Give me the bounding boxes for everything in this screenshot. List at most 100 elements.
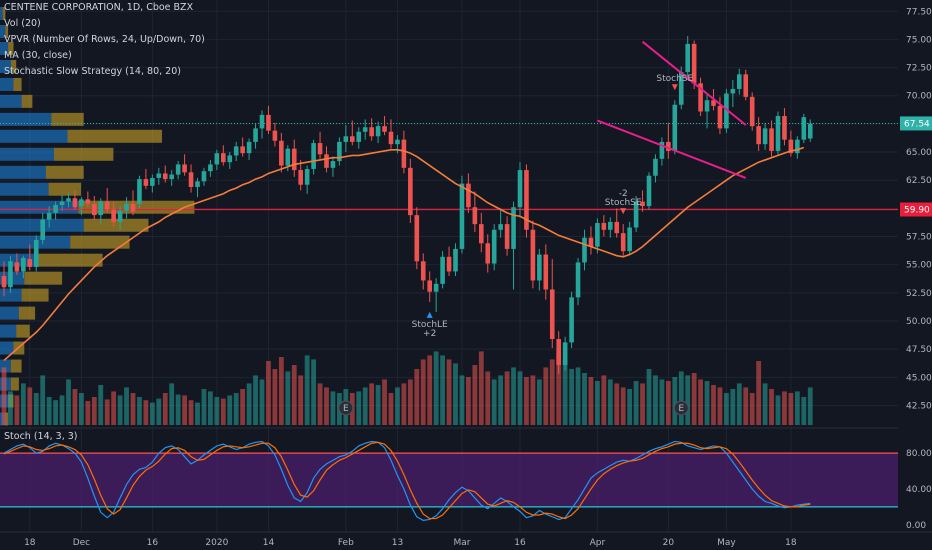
candle-body-1 bbox=[8, 261, 13, 288]
time-tick-10: 20 bbox=[663, 538, 675, 548]
vpvr-down-bar-7 bbox=[21, 288, 49, 302]
time-tick-0: 18 bbox=[24, 538, 36, 548]
candle-body-54 bbox=[350, 136, 355, 142]
vpvr-up-bar-17 bbox=[0, 112, 52, 126]
vpvr-up-bar-12 bbox=[0, 200, 79, 214]
volume-bar-98 bbox=[633, 381, 639, 425]
volume-bar-66 bbox=[427, 355, 433, 425]
volume-bar-92 bbox=[595, 381, 600, 425]
time-tick-6: 13 bbox=[392, 538, 403, 548]
candle-body-47 bbox=[304, 168, 310, 185]
support-tag-bg bbox=[900, 202, 932, 217]
candle-body-57 bbox=[369, 127, 374, 137]
candle-body-79 bbox=[511, 207, 516, 249]
candle-body-100 bbox=[646, 175, 652, 207]
trendlines[interactable] bbox=[597, 40, 747, 179]
volume-bar-28 bbox=[182, 395, 187, 425]
stochastic-pane[interactable] bbox=[0, 427, 932, 521]
candle-body-35 bbox=[227, 155, 233, 163]
candle-body-2 bbox=[14, 262, 20, 272]
stoch-band bbox=[0, 453, 898, 507]
candle-body-106 bbox=[685, 43, 690, 73]
volume-bar-80 bbox=[517, 371, 523, 425]
candle-body-83 bbox=[537, 254, 542, 281]
candle-body-81 bbox=[524, 170, 529, 230]
candle-body-115 bbox=[743, 74, 749, 97]
candle-body-104 bbox=[672, 104, 678, 151]
candle-body-66 bbox=[427, 280, 432, 292]
time-tick-4: 14 bbox=[263, 538, 275, 548]
vpvr-down-bar-3 bbox=[10, 359, 22, 373]
candle-body-41 bbox=[266, 114, 271, 131]
candle-body-71 bbox=[459, 183, 465, 249]
candle-body-51 bbox=[330, 161, 336, 168]
price-levels bbox=[0, 122, 898, 211]
volume-bar-16 bbox=[104, 399, 110, 425]
volume-bar-1 bbox=[8, 391, 13, 425]
candle-body-94 bbox=[608, 221, 613, 230]
volume-bar-12 bbox=[79, 393, 84, 425]
volume-bar-23 bbox=[149, 402, 155, 425]
volume-bar-60 bbox=[388, 393, 394, 425]
vpvr-down-bar-20 bbox=[10, 59, 17, 73]
candle-body-49 bbox=[317, 143, 323, 155]
candle-body-97 bbox=[627, 227, 632, 252]
volume-bar-14 bbox=[91, 397, 97, 425]
candle-body-21 bbox=[137, 179, 142, 204]
candle-body-125 bbox=[807, 123, 813, 139]
candle-body-11 bbox=[72, 198, 78, 208]
volume-bar-6 bbox=[40, 375, 46, 425]
vpvr-down-bar-10 bbox=[70, 235, 130, 249]
vpvr-down-bar-16 bbox=[67, 129, 162, 143]
candle-body-116 bbox=[749, 96, 755, 127]
volume-bar-116 bbox=[749, 393, 755, 425]
legend-vol: Vol (20) bbox=[4, 18, 41, 29]
stoch-tick-2: 80.00 bbox=[906, 449, 932, 459]
candle-body-93 bbox=[601, 223, 607, 230]
volume-bar-50 bbox=[324, 387, 329, 425]
volume-bar-96 bbox=[620, 387, 626, 425]
candle-body-6 bbox=[40, 219, 45, 240]
price-tick-12: 72.50 bbox=[906, 64, 932, 74]
volume-bar-68 bbox=[440, 355, 445, 425]
vpvr-up-bar-5 bbox=[0, 324, 17, 338]
volume-bar-104 bbox=[672, 377, 678, 425]
earnings-marker-0 bbox=[338, 400, 354, 416]
volume-bar-21 bbox=[137, 397, 142, 425]
candle-body-69 bbox=[446, 256, 452, 272]
legend-vpvr: VPVR (Number Of Rows, 24, Up/Down, 70) bbox=[4, 34, 205, 45]
volume-bar-61 bbox=[395, 387, 400, 425]
volume-bar-40 bbox=[259, 379, 265, 425]
stoch-tick-0: 0.00 bbox=[906, 521, 926, 531]
volume-bar-10 bbox=[66, 379, 71, 425]
volume-bar-26 bbox=[169, 383, 175, 425]
vpvr-down-bar-9 bbox=[35, 253, 103, 267]
time-tick-2: 16 bbox=[147, 538, 159, 548]
volume-bar-97 bbox=[627, 389, 633, 425]
vpvr-up-bar-20 bbox=[0, 59, 11, 73]
price-tick-5: 55.00 bbox=[906, 261, 932, 271]
chart-title: CENTENE CORPORATION, 1D, Cboe BZX bbox=[4, 2, 194, 13]
volume-bar-100 bbox=[646, 369, 652, 425]
candle-body-120 bbox=[775, 116, 781, 151]
candle-body-98 bbox=[633, 201, 639, 228]
volume-bar-11 bbox=[72, 389, 78, 425]
candle-body-110 bbox=[711, 100, 716, 106]
candlesticks[interactable] bbox=[1, 36, 813, 374]
volume-bar-64 bbox=[414, 369, 420, 425]
candle-body-123 bbox=[795, 139, 800, 154]
time-tick-5: Feb bbox=[338, 538, 354, 548]
candle-body-39 bbox=[253, 128, 258, 142]
stoch-line-0 bbox=[3, 440, 811, 521]
volume-bar-56 bbox=[362, 387, 368, 425]
candle-body-92 bbox=[595, 223, 600, 247]
candle-body-118 bbox=[762, 128, 768, 145]
volume-bar-62 bbox=[401, 383, 407, 425]
volume-bar-38 bbox=[246, 383, 252, 425]
candle-body-117 bbox=[756, 126, 761, 145]
volume-bar-115 bbox=[743, 387, 749, 425]
candle-body-38 bbox=[246, 141, 252, 154]
candle-body-18 bbox=[117, 210, 123, 222]
sell-arrow-1 bbox=[620, 208, 627, 215]
